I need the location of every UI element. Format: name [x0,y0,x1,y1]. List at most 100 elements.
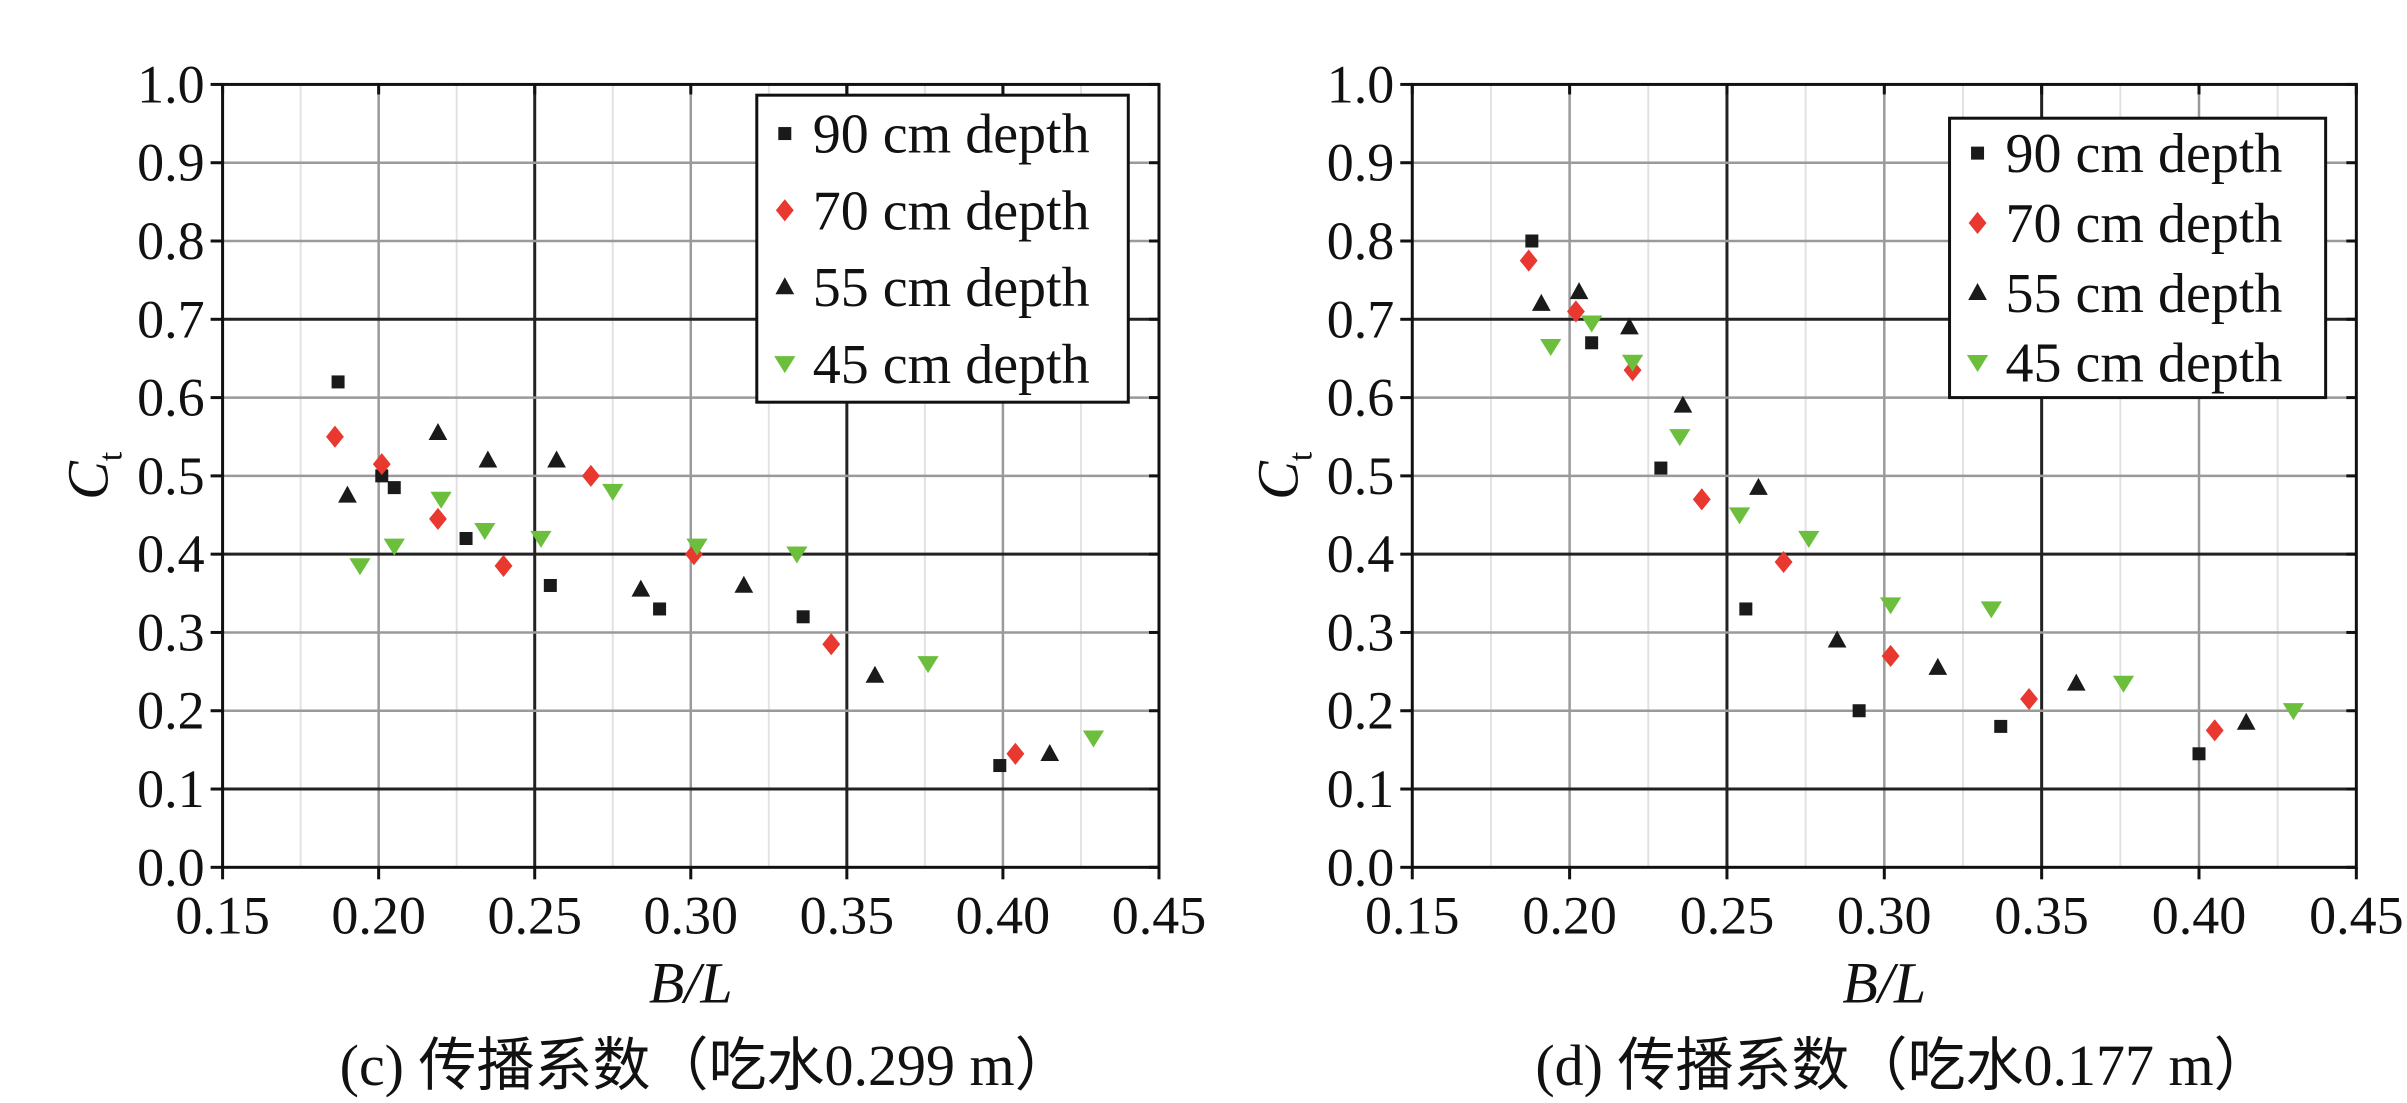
x-tick-label: 0.20 [331,885,426,945]
legend-marker [1966,355,1989,373]
data-point [796,610,810,624]
legend: 90 cm depth 70 cm depth 55 cm depth 45 cm d… [755,93,1130,404]
legend-marker [778,127,792,141]
data-point [631,579,651,597]
y-tick-label: 0.1 [1327,759,1395,819]
data-point [331,375,345,389]
data-point [2112,675,2135,693]
legend-marker [774,356,796,374]
data-point [2236,712,2256,730]
data-point [474,523,496,541]
y-axis-label-text: Ct [1245,451,1319,500]
x-axis-label: B/L [1842,950,1926,1015]
chart-panel-c: 0.15 0.20 0.25 0.30 0.35 0.40 0.45 0.0 0.1 0.2 0.3… [56,54,1207,1098]
data-point [1654,461,1668,475]
series-45-cm-depth [349,483,1105,748]
data-point [686,538,708,556]
data-point [602,483,624,501]
data-point [375,469,389,483]
data-point [1566,300,1585,323]
data-point [684,543,703,566]
legend-marker [1968,283,1987,301]
data-point [349,558,371,576]
y-tick-label: 0.1 [137,759,205,819]
y-tick-label: 0.9 [137,133,205,193]
y-tick-label: 0.5 [137,446,205,506]
data-point [1082,730,1105,748]
y-tick-label: 0.0 [1327,837,1395,897]
legend-label: 55 cm depth [813,257,1090,319]
y-tick-label: 0.4 [1327,524,1395,584]
data-point [1540,339,1562,357]
panel-caption: (d) 传播系数（吃水0.177 m） [1535,1033,2271,1098]
series-45-cm-depth [1540,315,2305,721]
legend-label: 55 cm depth [2006,263,2283,325]
y-tick-label: 0.2 [1327,681,1395,741]
data-point [1798,530,1820,548]
data-point [2192,747,2206,761]
data-point [1669,429,1691,447]
legend-box [755,93,1130,404]
data-point [917,656,939,674]
legend-label: 90 cm depth [813,104,1090,166]
legend-label: 70 cm depth [813,180,1090,242]
data-point [1827,630,1847,648]
data-point [387,481,401,495]
data-point [1531,293,1551,311]
legend: 90 cm depth 70 cm depth 55 cm depth 45 cm d… [1948,116,2328,400]
data-point [372,453,391,476]
data-point [581,464,600,487]
x-tick-label: 0.40 [956,885,1051,945]
y-axis-label-subscript: t [93,451,130,461]
chart-panel-d: 0.15 0.20 0.25 0.30 0.35 0.40 0.45 0.0 0.1 0.2 0.3… [1245,54,2403,1098]
legend-label: 70 cm depth [2006,193,2283,255]
y-tick-label: 0.8 [1327,211,1395,271]
y-axis-label-text: Ct [56,451,130,500]
data-point [1006,742,1025,765]
data-point [2020,687,2038,711]
x-tick-label: 0.20 [1522,885,1617,945]
series-70-cm-depth [1519,249,2224,742]
data-point [1994,719,2008,733]
y-tick-label: 0.6 [1327,368,1395,428]
series-70-cm-depth [326,425,1025,765]
data-point [478,450,498,468]
data-point [1581,315,1603,333]
data-point [1692,488,1711,511]
y-tick-label: 1.0 [137,54,205,114]
data-point [1519,249,1538,272]
data-point [1774,550,1793,574]
y-tick-label: 0.7 [137,289,205,349]
data-point [1739,602,1753,616]
data-point [326,425,344,448]
y-tick-label: 0.0 [137,837,205,897]
data-point [459,532,473,546]
x-tick-label: 0.15 [1365,885,1460,945]
x-tick-label: 0.30 [644,885,739,945]
legend-marker [1968,211,1987,235]
data-point [1879,597,1902,615]
data-point [1728,507,1751,525]
y-axis-label: Ct [56,451,130,500]
data-point [1749,477,1768,495]
data-point [2205,719,2224,742]
data-point [338,485,357,503]
data-point [786,546,808,564]
panel-caption: (c) 传播系数（吃水0.299 m） [340,1033,1073,1098]
data-point [494,554,513,577]
data-point [2282,703,2305,721]
x-tick-label: 0.35 [1994,885,2089,945]
legend-marker [775,199,794,222]
data-point [543,578,557,592]
y-axis-label-subscript: t [1282,451,1319,461]
x-tick-label: 0.30 [1837,885,1932,945]
series-55-cm-depth [338,423,1060,762]
x-tick-label: 0.25 [487,885,582,945]
legend-label: 45 cm depth [2006,333,2283,395]
y-tick-label: 0.6 [137,368,205,428]
data-point [1980,601,2002,619]
data-point [1585,336,1599,350]
data-point [1569,282,1589,300]
legend-marker [1971,146,1985,160]
